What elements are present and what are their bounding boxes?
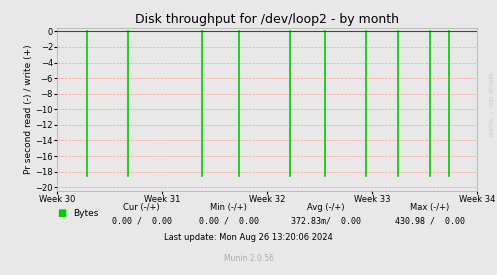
Text: 0.00 /  0.00: 0.00 / 0.00 — [199, 217, 258, 226]
Text: 372.83m/  0.00: 372.83m/ 0.00 — [291, 217, 360, 226]
Y-axis label: Pr second read (-) / write (+): Pr second read (-) / write (+) — [23, 45, 33, 174]
Text: Last update: Mon Aug 26 13:20:06 2024: Last update: Mon Aug 26 13:20:06 2024 — [164, 233, 333, 242]
Text: RRDTOOL / TOBI OETIKER: RRDTOOL / TOBI OETIKER — [490, 73, 495, 136]
Text: 430.98 /  0.00: 430.98 / 0.00 — [395, 217, 465, 226]
Text: ■: ■ — [57, 208, 67, 218]
Text: Munin 2.0.56: Munin 2.0.56 — [224, 254, 273, 263]
Text: Cur (-/+): Cur (-/+) — [123, 203, 160, 212]
Title: Disk throughput for /dev/loop2 - by month: Disk throughput for /dev/loop2 - by mont… — [135, 13, 399, 26]
Text: Max (-/+): Max (-/+) — [411, 203, 449, 212]
Text: 0.00 /  0.00: 0.00 / 0.00 — [112, 217, 171, 226]
Text: Min (-/+): Min (-/+) — [210, 203, 247, 212]
Text: Avg (-/+): Avg (-/+) — [307, 203, 344, 212]
Text: Bytes: Bytes — [74, 209, 99, 218]
